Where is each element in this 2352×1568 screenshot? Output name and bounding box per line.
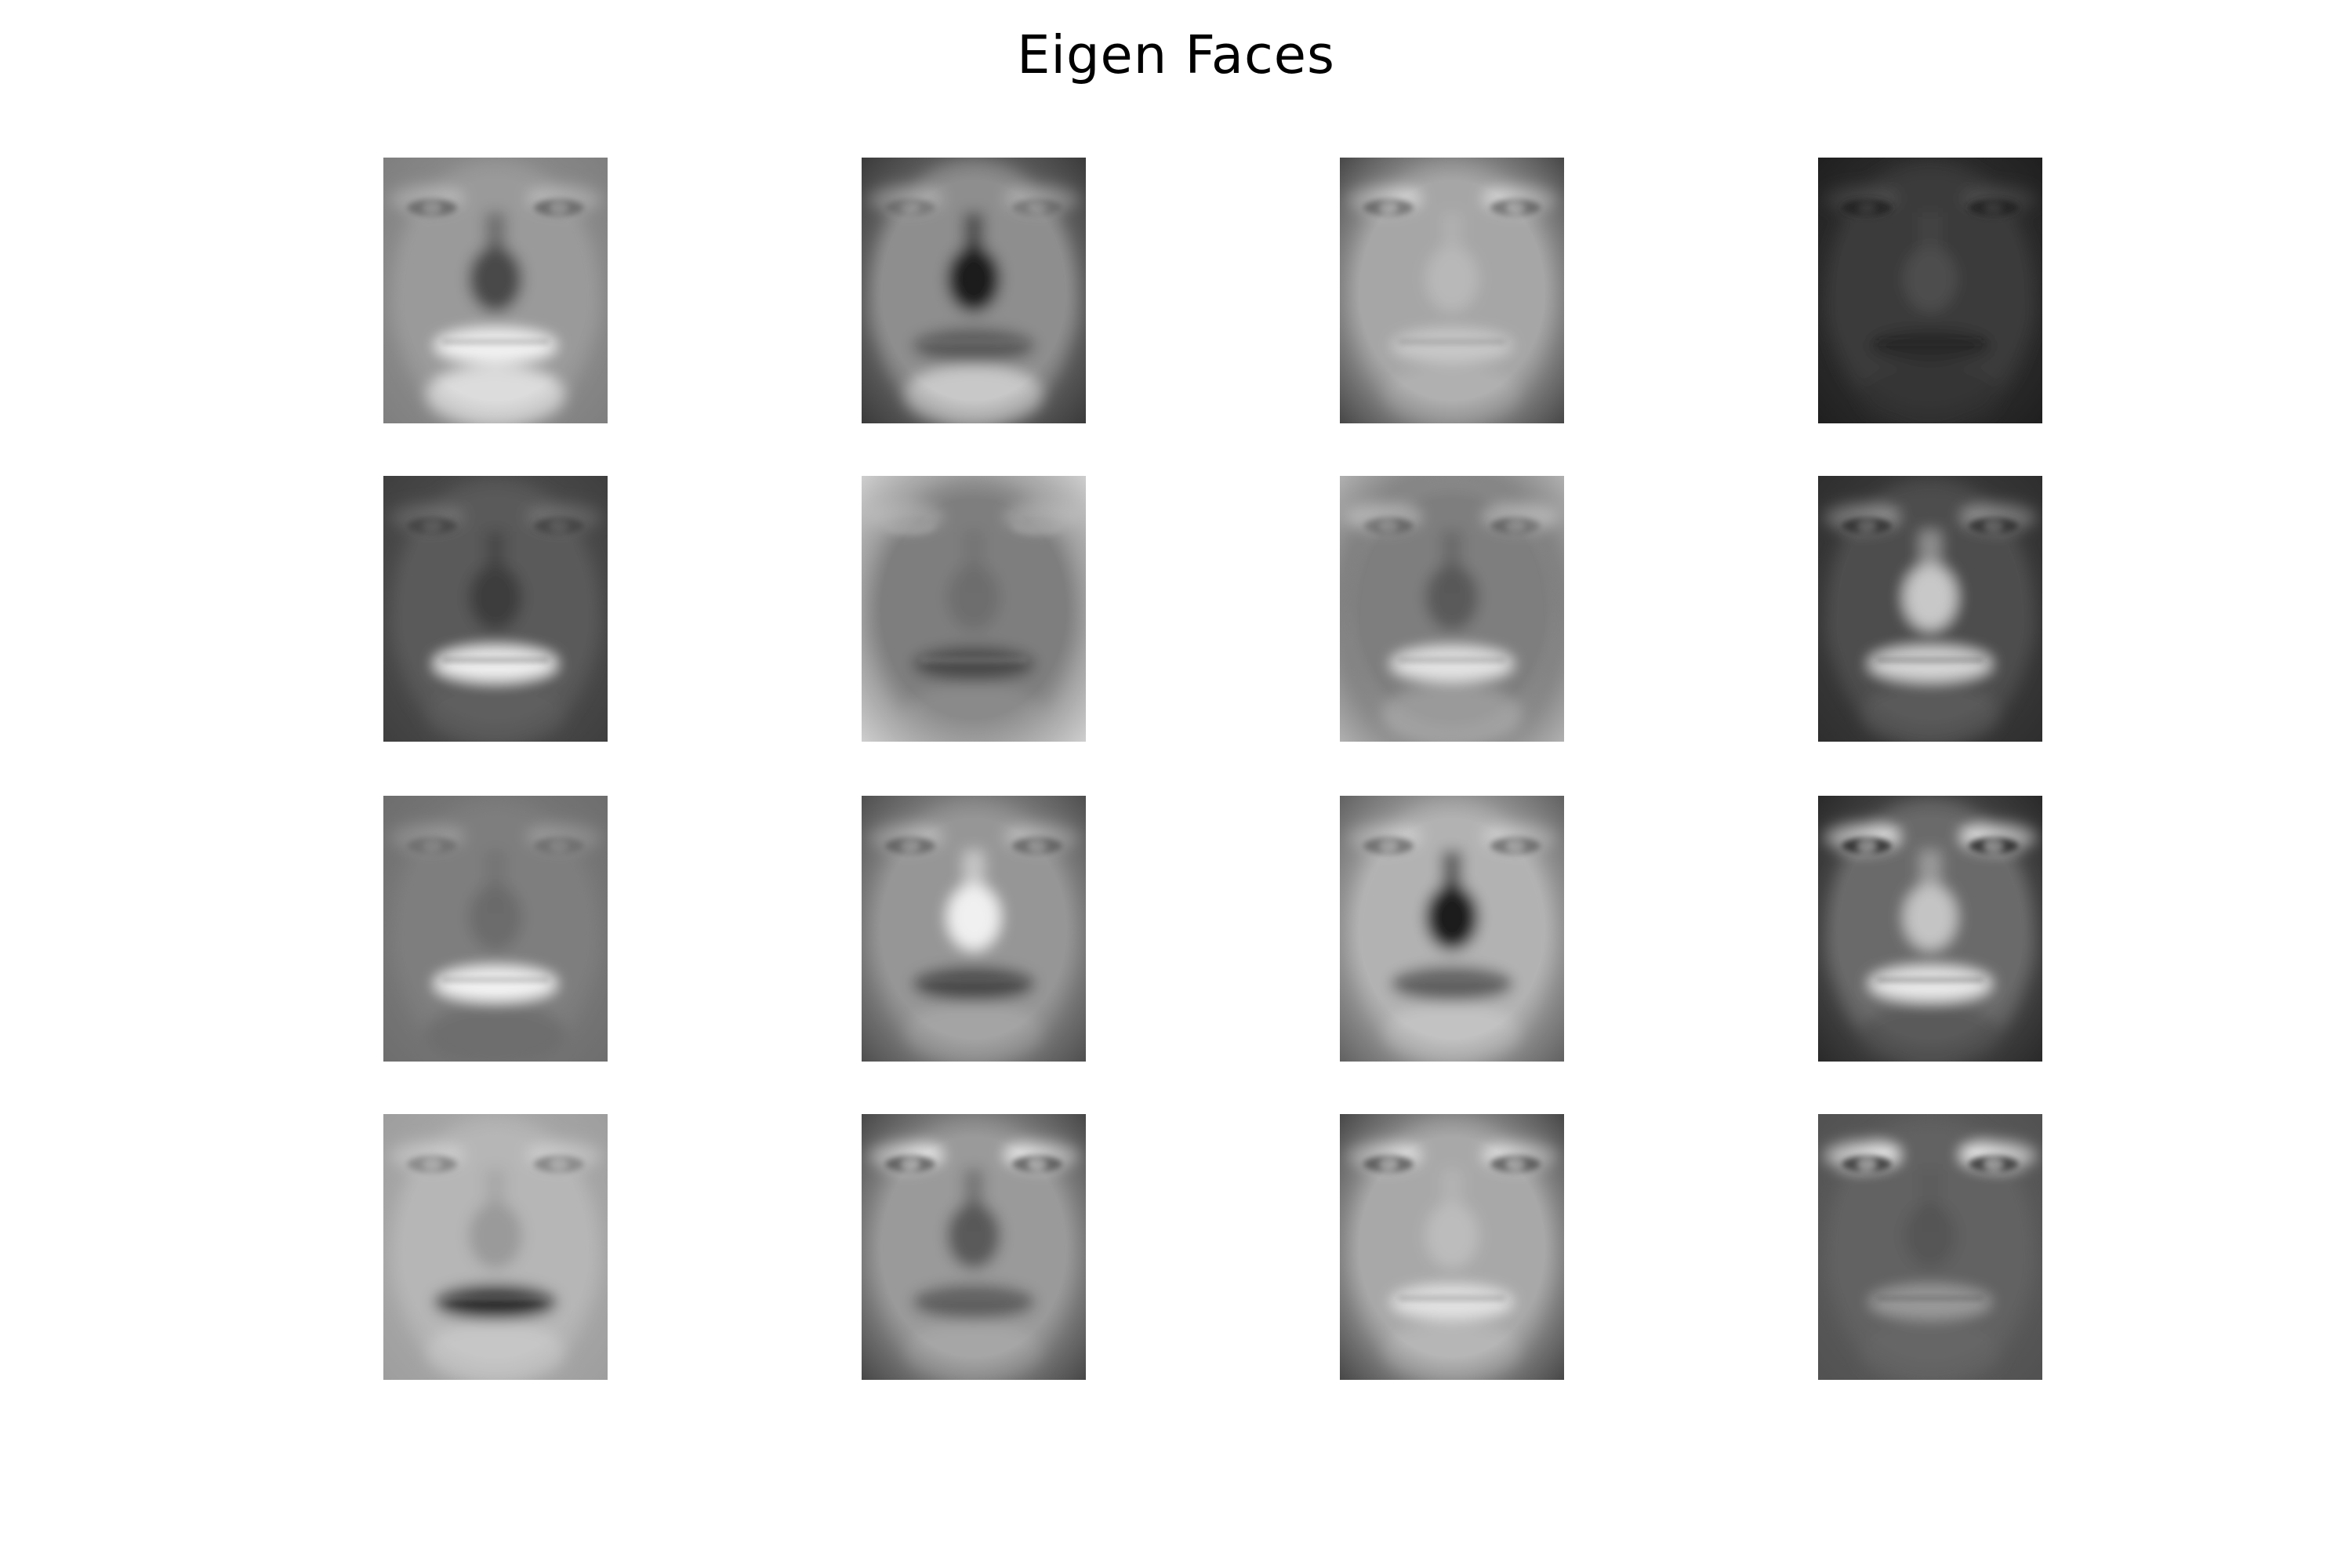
eigenface-12 [1818, 796, 2042, 1062]
eigenface-8-image [1818, 476, 2042, 742]
eigenface-10-image [862, 796, 1086, 1062]
eigenface-15 [1340, 1114, 1564, 1380]
eigenface-6-image [862, 476, 1086, 742]
eigenface-1-image [383, 158, 608, 423]
eigenface-5 [383, 476, 608, 742]
figure-title: Eigen Faces [1017, 24, 1335, 85]
eigenface-15-image [1340, 1114, 1564, 1380]
eigenface-14 [862, 1114, 1086, 1380]
eigenface-5-image [383, 476, 608, 742]
eigenface-11 [1340, 796, 1564, 1062]
eigenface-11-image [1340, 796, 1564, 1062]
eigenface-4-image [1818, 158, 2042, 423]
eigenface-12-image [1818, 796, 2042, 1062]
eigenface-16-image [1818, 1114, 2042, 1380]
eigenface-4 [1818, 158, 2042, 423]
eigenface-14-image [862, 1114, 1086, 1380]
eigenface-9-image [383, 796, 608, 1062]
eigenface-9 [383, 796, 608, 1062]
eigenface-3-image [1340, 158, 1564, 423]
eigenface-1 [383, 158, 608, 423]
eigenface-16 [1818, 1114, 2042, 1380]
eigenface-13 [383, 1114, 608, 1380]
eigenface-2 [862, 158, 1086, 423]
eigenface-7 [1340, 476, 1564, 742]
eigenface-6 [862, 476, 1086, 742]
eigenface-2-image [862, 158, 1086, 423]
eigenface-10 [862, 796, 1086, 1062]
eigenface-8 [1818, 476, 2042, 742]
eigenface-7-image [1340, 476, 1564, 742]
eigenface-13-image [383, 1114, 608, 1380]
eigenface-3 [1340, 158, 1564, 423]
